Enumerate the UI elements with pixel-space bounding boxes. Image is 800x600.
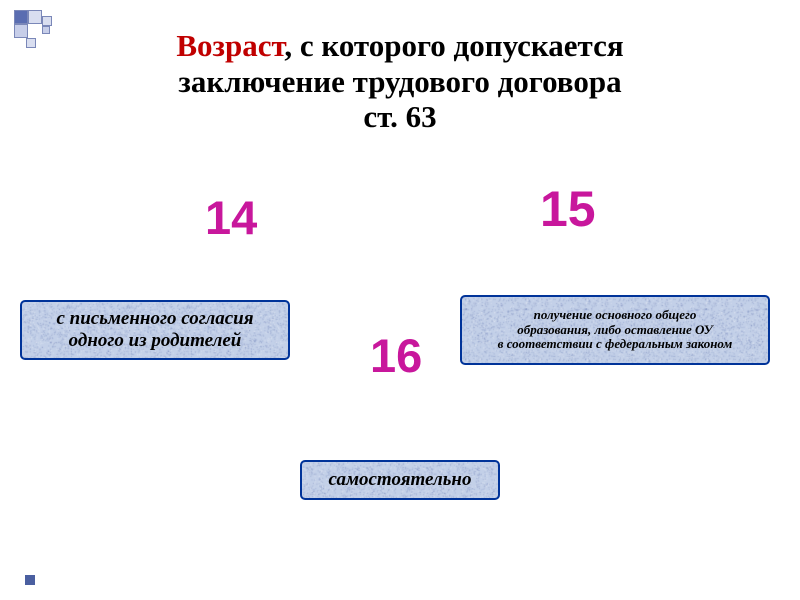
age-15: 15	[540, 180, 596, 238]
title-sep: ,	[284, 28, 300, 63]
age-16: 16	[370, 328, 422, 383]
title-line3: ст. 63	[0, 99, 800, 135]
box-left-line2: одного из родителей	[56, 330, 253, 352]
box-parent-consent: с письменного согласия одного из родител…	[20, 300, 290, 360]
footer-bullet	[25, 575, 35, 585]
box-independent: самостоятельно	[300, 460, 500, 500]
box-right-line2: образования, либо оставление ОУ	[498, 323, 733, 338]
box-right-line1: получение основного общего	[498, 308, 733, 323]
box-bottom-text: самостоятельно	[329, 469, 472, 491]
age-14: 14	[205, 190, 257, 245]
slide-title: Возраст, с которого допускается заключен…	[0, 28, 800, 135]
box-education: получение основного общего образования, …	[460, 295, 770, 365]
box-right-line3: в соответствии с федеральным законом	[498, 337, 733, 352]
title-line2: заключение трудового договора	[0, 64, 800, 100]
title-accent: Возраст	[176, 28, 284, 63]
box-left-line1: с письменного согласия	[56, 308, 253, 330]
title-part1b: с которого допускается	[300, 28, 624, 63]
